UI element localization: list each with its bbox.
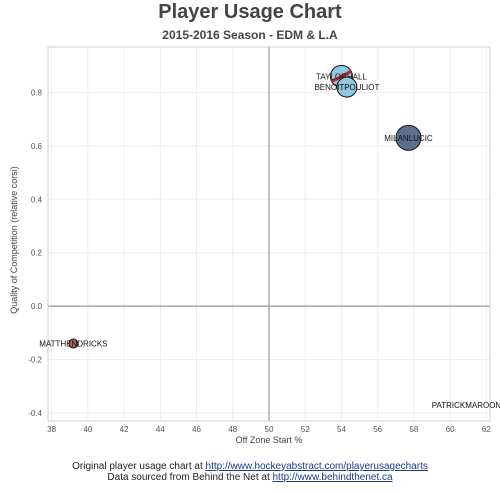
y-axis-label: Quality of Competition (relative corsi) <box>9 166 19 314</box>
x-tick-label: 60 <box>446 425 455 434</box>
y-tick-label: 0.6 <box>31 142 43 151</box>
footer-line-1-text: Original player usage chart at <box>72 461 206 472</box>
x-axis-label: Off Zone Start % <box>236 435 303 445</box>
x-tick-label: 54 <box>337 425 346 434</box>
x-tick-label: 58 <box>409 425 418 434</box>
x-tick-label: 56 <box>373 425 382 434</box>
x-tick-label: 46 <box>192 425 201 434</box>
x-tick-label: 52 <box>301 425 310 434</box>
footer-line-2: Data sourced from Behind the Net at http… <box>0 472 500 483</box>
behindthenet-link[interactable]: http://www.behindthenet.ca <box>272 472 393 483</box>
y-tick-label: 0.2 <box>31 249 43 258</box>
x-tick-label: 44 <box>156 425 165 434</box>
x-tick-label: 48 <box>228 425 237 434</box>
footer-line-1: Original player usage chart at http://ww… <box>0 461 500 472</box>
footer: Original player usage chart at http://ww… <box>0 461 500 483</box>
y-tick-label: 0.8 <box>31 88 43 97</box>
y-tick-label: 0.4 <box>31 195 43 204</box>
player-slash-mark <box>331 70 352 83</box>
player-bubble <box>336 76 358 98</box>
player-bubble <box>395 124 422 151</box>
player-label: PATRICKMAROON <box>432 401 500 410</box>
x-tick-label: 38 <box>47 425 56 434</box>
y-tick-label: 0.0 <box>31 302 43 311</box>
hockeyabstract-link[interactable]: http://www.hockeyabstract.com/playerusag… <box>205 461 428 472</box>
x-tick-label: 62 <box>482 425 491 434</box>
x-tick-label: 50 <box>265 425 274 434</box>
footer-line-2-text: Data sourced from Behind the Net at <box>107 472 273 483</box>
reference-lines <box>48 47 490 421</box>
player-label: MATTHENDRICKS <box>39 340 107 349</box>
chart-title: Player Usage Chart <box>158 1 342 23</box>
x-tick-label: 42 <box>120 425 129 434</box>
data-points: TAYLORHALL BENOITPOULIOT MILANLUCIC MATTHEN… <box>39 64 500 410</box>
chart-subtitle: 2015-2016 Season - EDM & L.A <box>162 28 338 42</box>
y-axis-ticks: -0.4 -0.2 0.0 0.2 0.4 0.6 0.8 <box>28 88 42 418</box>
player-bubble <box>68 338 79 349</box>
x-axis-ticks: 38 40 42 44 46 48 50 52 54 56 58 60 62 <box>47 425 491 434</box>
y-tick-label: -0.4 <box>28 409 42 418</box>
player-label: MILANLUCIC <box>384 134 433 143</box>
y-tick-label: -0.2 <box>28 356 42 365</box>
plot-border <box>47 46 491 422</box>
scatter-plot: 38 40 42 44 46 48 50 52 54 56 58 60 62 -0.4 -0.2 0.0 0.… <box>9 46 500 445</box>
x-tick-label: 40 <box>83 425 92 434</box>
player-label: TAYLORHALL <box>316 72 367 81</box>
player-label: BENOITPOULIOT <box>314 83 379 92</box>
